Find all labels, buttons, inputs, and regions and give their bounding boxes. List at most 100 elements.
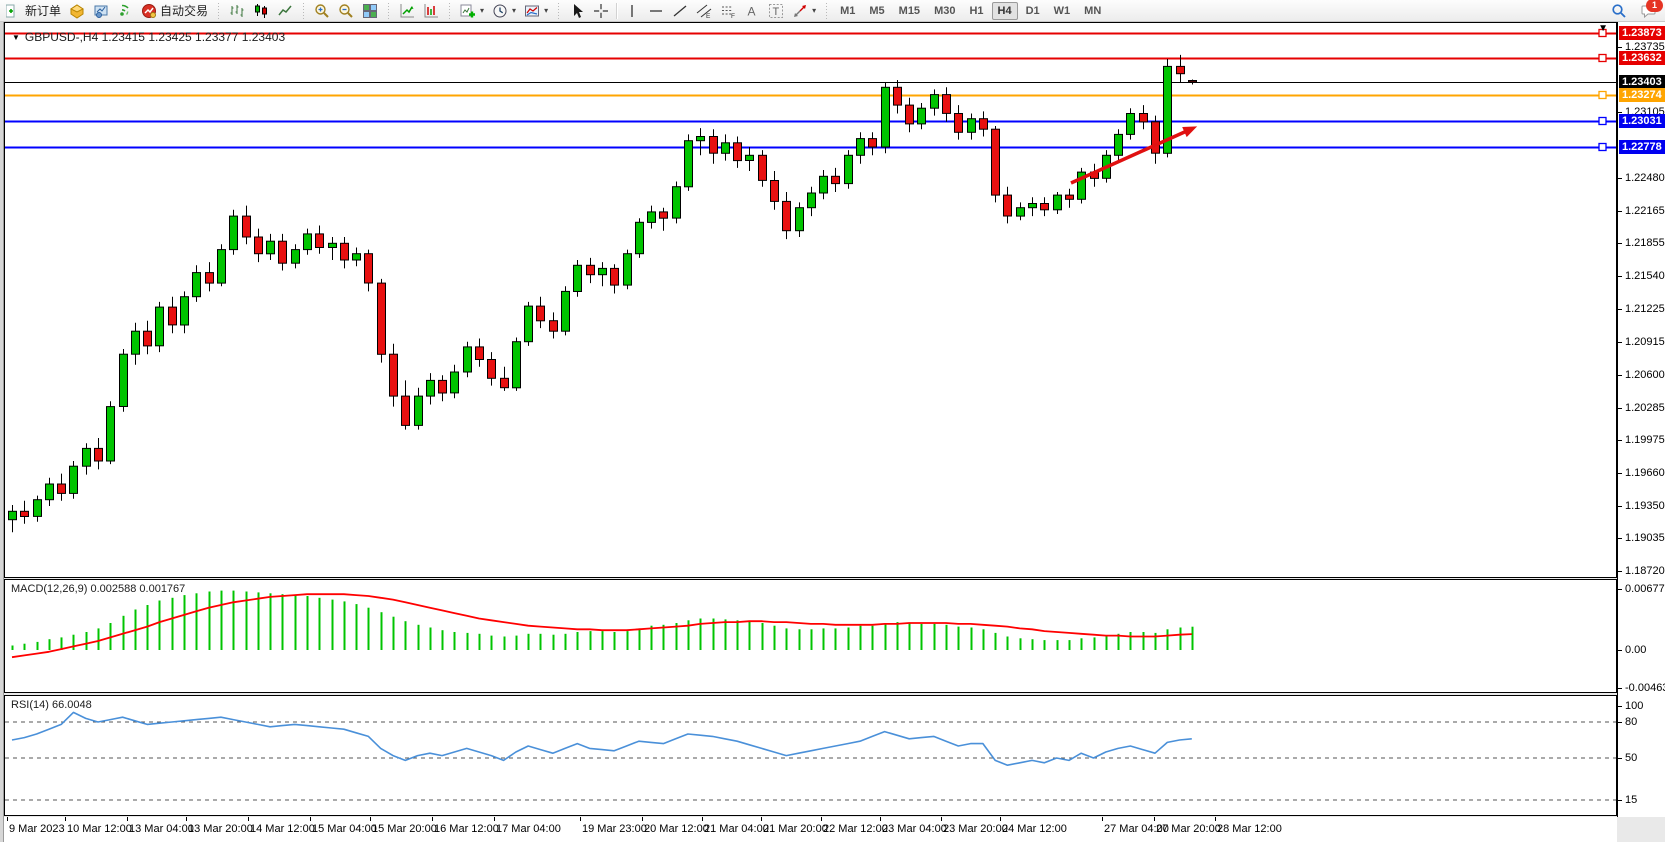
main-toolbar: 新订单 自动交易 — [0, 0, 1665, 22]
candle-body — [819, 175, 828, 194]
price-axis-label: 1.20285 — [1625, 401, 1665, 414]
search-button[interactable] — [1608, 1, 1630, 21]
cursor-tool-button[interactable] — [566, 1, 588, 21]
auto-trading-button[interactable]: 自动交易 — [138, 1, 211, 21]
zoom-out-button[interactable] — [335, 1, 357, 21]
new-chart-button[interactable]: ▾ — [457, 1, 487, 21]
market-button[interactable] — [66, 1, 88, 21]
candle-body — [1028, 203, 1037, 209]
candle-body — [1114, 133, 1123, 156]
svg-text:F: F — [731, 13, 735, 19]
macd-indicator-panel[interactable]: MACD(12,26,9) 0.002588 0.001767 — [4, 579, 1617, 693]
price-tick — [1618, 341, 1622, 343]
line-handle[interactable] — [1598, 53, 1607, 63]
time-tick — [186, 817, 187, 821]
macd-plot[interactable] — [5, 580, 1616, 692]
time-axis[interactable]: 9 Mar 2023 10 Mar 12:00 13 Mar 04:00 13 Mar… — [4, 817, 1617, 842]
price-axis-label: 1.22480 — [1625, 171, 1665, 184]
timeframe-h4[interactable]: H4 — [991, 1, 1018, 20]
timeframe-m5[interactable]: M5 — [863, 2, 890, 20]
candle-body — [94, 447, 103, 462]
notifications-button[interactable]: 1 — [1641, 0, 1663, 19]
candle-body — [610, 267, 619, 286]
macd-axis-tick — [1618, 687, 1622, 689]
candle-body — [512, 341, 521, 389]
candle-body — [954, 113, 963, 133]
time-tick — [127, 817, 128, 821]
one-click-panel-caret-icon[interactable]: ▼ — [1598, 23, 1608, 34]
candle-body — [991, 128, 1000, 196]
time-axis-label: 9 Mar 2023 — [9, 823, 65, 835]
time-axis-label: 15 Mar 04:00 — [312, 823, 377, 835]
new-order-button[interactable]: 新订单 — [3, 1, 64, 21]
chart-template-button[interactable]: ▾ — [521, 1, 551, 21]
candle-body — [291, 249, 300, 264]
candle-body — [1176, 65, 1185, 75]
chart-dropdown-caret-icon[interactable]: ▼ — [12, 32, 20, 42]
price-axis-label: 1.18720 — [1625, 565, 1665, 578]
price-axis[interactable]: 1.23735 1.23105 1.22480 1.22165 1.21855 1.215… — [1617, 22, 1665, 817]
line-handle[interactable] — [1598, 116, 1607, 126]
fibonacci-tool-button[interactable]: F — [717, 1, 739, 21]
candle-body — [930, 94, 939, 109]
candle-body — [647, 211, 656, 223]
crosshair-icon — [594, 3, 609, 18]
chart-period-button[interactable]: ▾ — [489, 1, 519, 21]
candle-body — [844, 154, 853, 185]
indicator-list-button[interactable] — [420, 1, 442, 21]
price-tick — [1618, 440, 1622, 442]
time-tick — [821, 817, 822, 821]
line-handle[interactable] — [1598, 28, 1607, 38]
timeframe-m15[interactable]: M15 — [893, 2, 926, 20]
vertical-line-tool-button[interactable] — [621, 1, 643, 21]
zoom-out-icon — [339, 3, 353, 18]
strategy-tester-button[interactable] — [90, 1, 112, 21]
timeframe-d1[interactable]: D1 — [1020, 2, 1046, 20]
macd-axis-label: 0.00 — [1625, 643, 1647, 656]
timeframe-m1[interactable]: M1 — [834, 2, 861, 20]
trend-arrow-line[interactable] — [1070, 128, 1190, 185]
candle-body — [242, 215, 251, 238]
macd-axis-tick — [1618, 649, 1622, 651]
candlestick-plot[interactable] — [5, 23, 1616, 577]
line-handle[interactable] — [1598, 142, 1607, 152]
timeframe-h1[interactable]: H1 — [963, 2, 989, 20]
shapes-tool-button[interactable]: ▾ — [789, 1, 819, 21]
candle-body — [672, 186, 681, 219]
candle-body — [524, 305, 533, 343]
notification-badge: 1 — [1646, 0, 1663, 12]
trendline-tool-button[interactable] — [669, 1, 691, 21]
svg-text:E: E — [706, 13, 711, 19]
line-chart-mode-button[interactable] — [274, 1, 296, 21]
text-tool-button[interactable]: A — [741, 1, 763, 21]
timeframe-w1[interactable]: W1 — [1048, 2, 1077, 20]
price-chart-panel[interactable]: ▼ GBPUSD-,H4 1.23415 1.23425 1.23377 1.2… — [4, 22, 1617, 578]
time-tick — [761, 817, 762, 821]
timeframe-mn[interactable]: MN — [1078, 2, 1107, 20]
signals-button[interactable] — [114, 1, 136, 21]
line-chart-icon — [278, 5, 292, 15]
crosshair-tool-button[interactable] — [590, 1, 612, 21]
price-tick — [1618, 210, 1622, 212]
indicators-button[interactable] — [396, 1, 418, 21]
chart-title-text: GBPUSD-,H4 1.23415 1.23425 1.23377 1.234… — [24, 30, 286, 44]
bar-chart-mode-button[interactable] — [226, 1, 248, 21]
line-handle[interactable] — [1598, 90, 1607, 100]
price-tick — [1618, 276, 1622, 278]
candles-layer[interactable] — [8, 54, 1197, 533]
rsi-axis-tick — [1618, 799, 1622, 801]
window-left-edge — [0, 22, 4, 842]
channel-tool-button[interactable]: E — [693, 1, 715, 21]
horizontal-line-tool-button[interactable] — [645, 1, 667, 21]
label-tool-button[interactable]: T — [765, 1, 787, 21]
rsi-indicator-panel[interactable]: RSI(14) 66.0048 — [4, 695, 1617, 816]
rsi-plot[interactable] — [5, 696, 1616, 815]
trend-arrow-head[interactable] — [1182, 126, 1198, 138]
time-axis-label: 24 Mar 12:00 — [1002, 823, 1067, 835]
zoom-in-button[interactable] — [311, 1, 333, 21]
tile-windows-button[interactable] — [359, 1, 381, 21]
toolbar-separator — [386, 2, 392, 19]
candle-body — [143, 330, 152, 347]
candlestick-mode-button[interactable] — [250, 1, 272, 21]
timeframe-m30[interactable]: M30 — [928, 2, 961, 20]
